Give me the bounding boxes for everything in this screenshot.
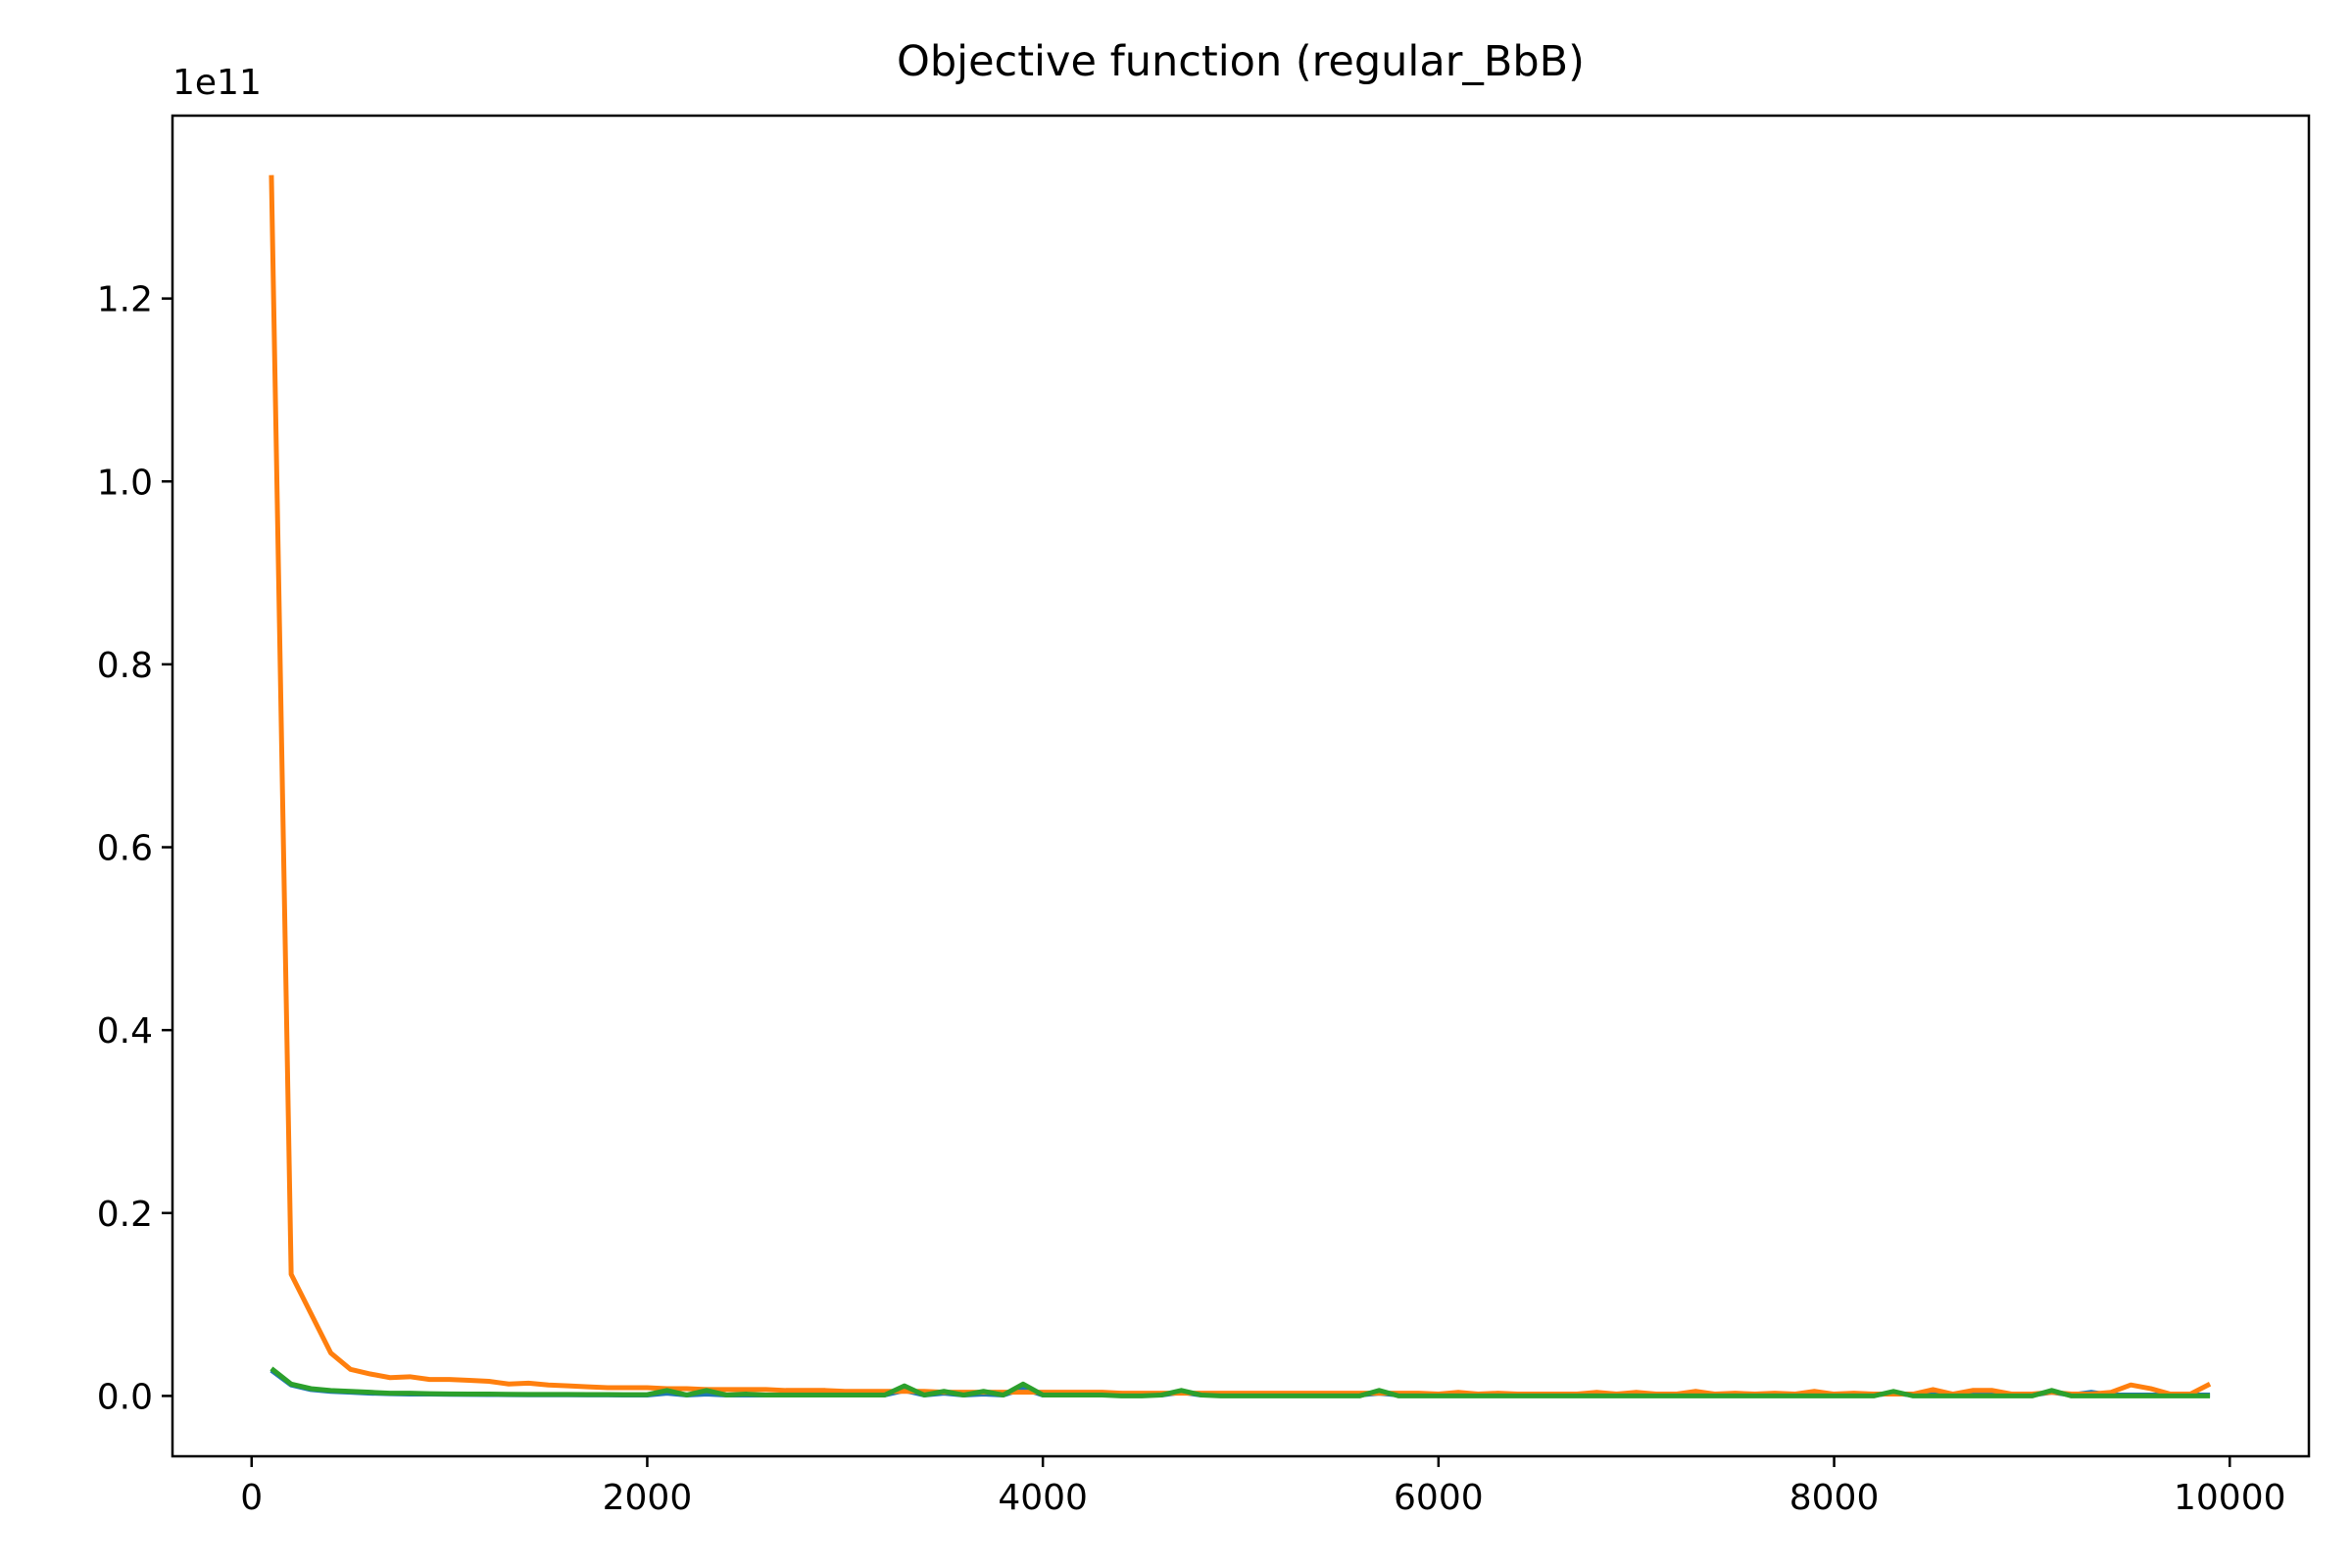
y-tick-label: 0.8 [97,646,153,686]
y-tick-label: 0.0 [97,1377,153,1417]
y-tick-label: 0.2 [97,1195,153,1235]
y-tick-label: 1.2 [97,280,153,320]
x-tick-label: 4000 [998,1478,1088,1518]
y-offset-label: 1e11 [172,63,262,103]
series-layer [269,174,2212,1398]
x-tick-label: 6000 [1394,1478,1484,1518]
chart-title: Objective function (regular_BbB) [897,37,1585,86]
x-tick-label: 8000 [1789,1478,1880,1518]
plot-frame [171,114,2311,1458]
y-tick-label: 0.4 [97,1011,153,1052]
x-tick-label: 0 [240,1478,263,1518]
y-tick-label: 0.6 [97,829,153,869]
x-tick-label: 2000 [603,1478,693,1518]
x-tick-label: 10000 [2174,1478,2286,1518]
y-axis-ticks: 0.0 0.2 0.4 0.6 0.8 1.0 1.2 [97,280,172,1417]
x-axis-ticks: 0 2000 4000 6000 8000 10000 [240,1456,2286,1518]
series-line-3 [270,1366,2211,1398]
y-tick-label: 1.0 [97,463,153,503]
